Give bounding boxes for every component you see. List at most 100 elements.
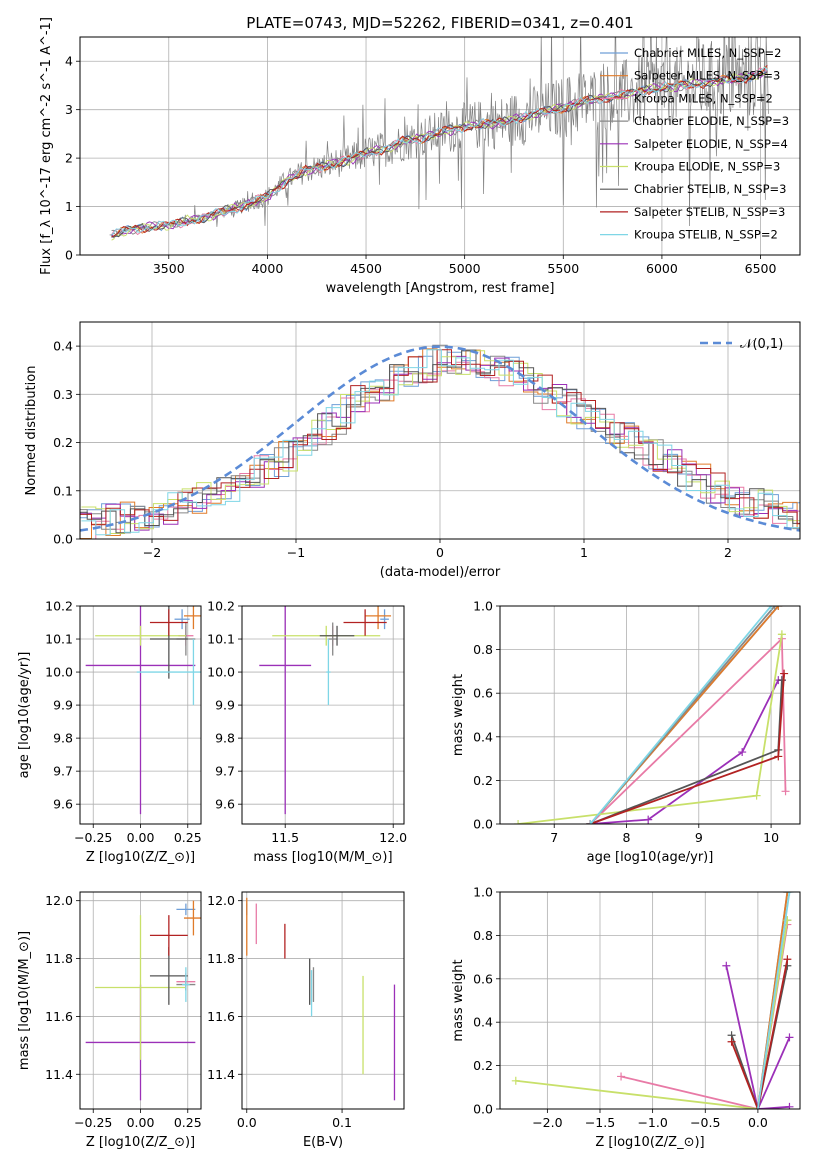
axes-frame (79, 605, 202, 825)
weight-marker (783, 955, 792, 964)
y-tick-label: 11.8 (207, 951, 235, 966)
y-tick-label: 9.7 (215, 764, 235, 779)
y-tick-label: 0.1 (53, 483, 73, 498)
axes-frame (79, 36, 801, 256)
y-tick-label: 9.6 (215, 797, 235, 812)
x-tick-label: −1.5 (585, 1115, 615, 1130)
x-tick-label: −2.0 (532, 1115, 562, 1130)
y-axis-label: Normed distribution (24, 366, 39, 496)
figure-title: PLATE=0743, MJD=52262, FIBERID=0341, z=0… (246, 14, 633, 32)
mass_vs_Z-panel: −0.25 0.00 0.25 11.4 11.6 11.8 12.0 Z [log10(Z/… (17, 891, 202, 1150)
weight-marker (752, 791, 761, 800)
axes-frame (241, 891, 405, 1110)
x-tick-label: 10 (763, 830, 779, 845)
x-axis-label: Z [log10(Z/Z_⊙)] (86, 850, 195, 865)
age_vs_mass-panel: 11.5 12.0 9.6 9.7 9.8 9.9 10.0 10.1 10.2 mass [lo… (207, 599, 407, 866)
weight-marker (781, 787, 790, 796)
weight-marker (767, 606, 776, 610)
y-tick-label: 0.0 (473, 1102, 493, 1117)
x-tick-label: 8 (623, 830, 631, 845)
weight-marker (514, 820, 523, 824)
x-tick-label: 12.0 (379, 830, 407, 845)
spectrum-plot-area (109, 37, 769, 241)
residual-histogram (80, 349, 800, 526)
weight-ray (757, 1037, 791, 1109)
y-tick-label: 10.0 (45, 665, 73, 680)
weight_vs_age-plot-area (514, 606, 790, 824)
y-tick-label: 0.8 (473, 928, 493, 943)
x-tick-label: 0.00 (127, 1115, 155, 1130)
x-tick-label: 0.0 (748, 1115, 768, 1130)
x-tick-label: −0.5 (690, 1115, 720, 1130)
y-tick-label: 0.0 (53, 532, 73, 547)
x-tick-label: 0.0 (237, 1115, 257, 1130)
x-tick-label: 11.5 (271, 830, 299, 845)
weight-marker (783, 892, 792, 896)
weight-marker (727, 1037, 736, 1046)
legend-entry: Chabrier STELIB, N_SSP=3 (634, 182, 786, 196)
mass_vs_Z-plot-area (85, 900, 201, 1101)
weight-marker (644, 815, 653, 824)
weight-marker (785, 1033, 794, 1042)
weight-ray (757, 892, 791, 1109)
x-tick-label: −1 (287, 545, 305, 560)
y-axis-label: age [log10(age/yr)] (17, 652, 32, 779)
observed-spectrum-line (109, 37, 769, 239)
y-tick-label: 11.6 (207, 1009, 235, 1024)
weight-marker (774, 606, 783, 610)
y-tick-label: 10.1 (45, 632, 73, 647)
age_vs_Z-plot-area (85, 606, 201, 815)
weight-ray (620, 1075, 759, 1109)
x-tick-label: 0.1 (332, 1115, 352, 1130)
y-axis-label: mass [log10(M/M_⊙)] (17, 931, 32, 1070)
weight-marker (722, 961, 731, 970)
model-spectrum-line (111, 71, 768, 238)
weight_vs_age-panel: 7 8 9 10 0.0 0.2 0.4 0.6 0.8 1.0 age [log10(age/yr… (451, 599, 801, 865)
x-tick-label: −0.25 (74, 830, 112, 845)
weight-marker (780, 669, 789, 678)
x-axis-label: (data-model)/error (380, 565, 501, 580)
model-spectrum-line (111, 64, 768, 238)
y-tick-label: 1 (65, 199, 73, 214)
y-tick-label: 1.0 (473, 599, 493, 614)
weight-ray (515, 1079, 758, 1109)
y-tick-label: 0 (65, 248, 73, 263)
weight-ray (725, 965, 759, 1109)
x-tick-label: 9 (695, 830, 703, 845)
y-tick-label: 0.0 (473, 817, 493, 832)
weight-line (589, 606, 772, 824)
residual-histogram (80, 350, 800, 534)
y-tick-label: 11.8 (45, 951, 73, 966)
weight-marker (777, 676, 786, 685)
y-tick-label: 9.9 (215, 698, 235, 713)
y-tick-label: 11.6 (45, 1009, 73, 1024)
x-tick-label: 4500 (350, 261, 382, 276)
axes-frame (79, 891, 202, 1110)
y-tick-label: 9.8 (53, 731, 73, 746)
y-tick-label: 0.2 (53, 435, 73, 450)
x-tick-label: 7 (550, 830, 558, 845)
residuals-panel: −2 −1 0 1 2 0.0 0.1 0.2 0.3 0.4 (data-model)/error… (24, 321, 801, 580)
x-tick-label: −1.0 (637, 1115, 667, 1130)
residual-histogram (80, 344, 800, 530)
x-tick-label: 0.25 (174, 830, 202, 845)
mass_vs_EBV-plot-area (246, 897, 396, 1101)
y-tick-label: 0.8 (473, 642, 493, 657)
axes-frame (79, 321, 801, 540)
x-axis-label: Z [log10(Z/Z_⊙)] (86, 1135, 195, 1150)
x-tick-label: −0.25 (74, 1115, 112, 1130)
x-tick-label: 5000 (449, 261, 481, 276)
y-tick-label: 11.4 (207, 1067, 235, 1082)
weight-marker (770, 606, 779, 610)
weight-marker (511, 1076, 520, 1085)
x-tick-label: 6000 (646, 261, 678, 276)
x-tick-label: 1 (580, 545, 588, 560)
axes-frame (499, 605, 801, 825)
legend-entry: Salpeter STELIB, N_SSP=3 (634, 205, 785, 219)
y-tick-label: 9.6 (53, 797, 73, 812)
y-tick-label: 0.4 (473, 729, 493, 744)
x-axis-label: wavelength [Angstrom, rest frame] (326, 281, 555, 296)
x-tick-label: −2 (143, 545, 161, 560)
legend-entry: Chabrier ELODIE, N_SSP=3 (634, 114, 789, 128)
